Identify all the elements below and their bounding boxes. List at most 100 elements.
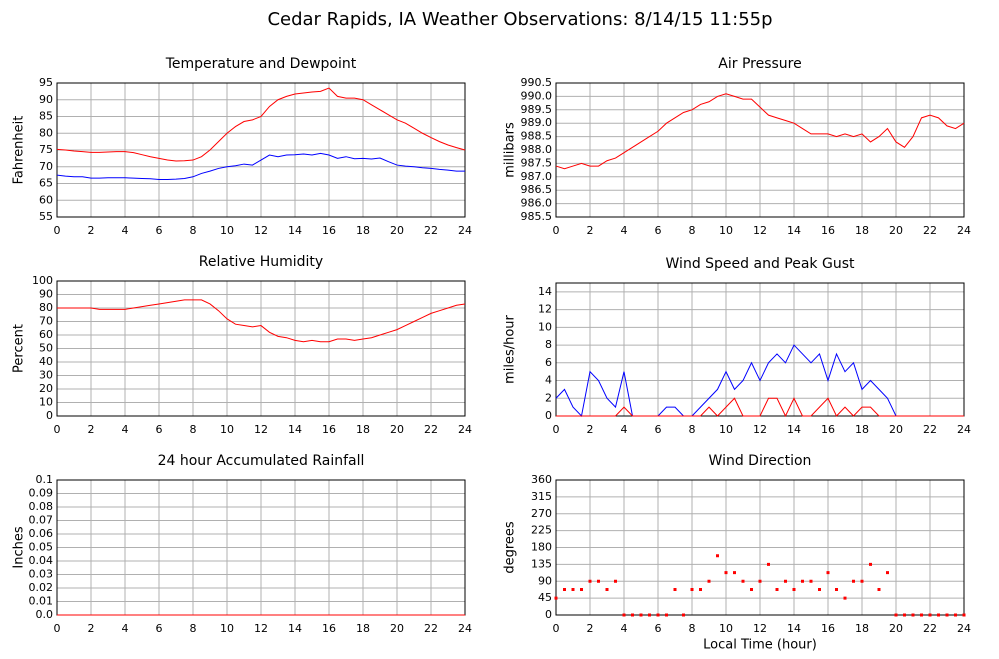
- x-tick-label: 24: [458, 423, 472, 436]
- series-line: [56, 87, 466, 162]
- plot-frame: [555, 82, 965, 218]
- point: [750, 588, 753, 591]
- y-tick-label: 4: [545, 374, 552, 387]
- x-tick-label: 16: [821, 423, 835, 436]
- point: [622, 613, 626, 617]
- x-tick-label: 18: [855, 423, 869, 436]
- y-tick-label: 70: [39, 315, 53, 328]
- x-tick-label: 18: [855, 224, 869, 237]
- x-tick-label: 6: [156, 622, 163, 635]
- x-tick-label: 8: [689, 224, 696, 237]
- y-tick-label: 986.5: [521, 183, 553, 196]
- y-tick-label: 65: [39, 177, 53, 190]
- y-axis-label: degrees: [503, 521, 518, 574]
- y-tick-label: 0.02: [29, 581, 54, 594]
- chart-title: Air Pressure: [718, 56, 801, 72]
- chart-title: Wind Direction: [709, 453, 812, 469]
- y-tick-label: 0.05: [29, 541, 54, 554]
- x-tick-label: 16: [322, 622, 336, 635]
- point: [554, 596, 558, 600]
- page-title: Cedar Rapids, IA Weather Observations: 8…: [267, 9, 772, 30]
- y-tick-label: 0.09: [29, 487, 54, 500]
- x-tick-label: 10: [719, 224, 733, 237]
- x-tick-label: 12: [254, 622, 268, 635]
- point: [690, 588, 694, 591]
- x-tick-label: 4: [621, 224, 628, 237]
- x-tick-label: 0: [54, 622, 61, 635]
- y-tick-label: 990.5: [521, 76, 553, 89]
- x-tick-label: 22: [424, 224, 438, 237]
- x-tick-label: 10: [719, 423, 733, 436]
- x-tick-label: 16: [322, 224, 336, 237]
- y-tick-label: 315: [531, 490, 552, 503]
- y-tick-label: 360: [531, 473, 552, 486]
- y-tick-label: 270: [531, 507, 552, 520]
- point: [597, 579, 600, 583]
- series-line: [57, 299, 466, 343]
- y-tick-label: 989.5: [521, 103, 553, 116]
- x-tick-label: 20: [889, 224, 903, 237]
- point: [945, 613, 949, 617]
- y-tick-label: 0.0: [36, 608, 54, 621]
- point: [860, 579, 864, 583]
- point: [962, 613, 966, 617]
- point: [937, 613, 940, 617]
- y-tick-label: 0.01: [29, 595, 54, 608]
- point: [682, 613, 685, 617]
- x-tick-label: 10: [719, 622, 733, 635]
- x-tick-label: 14: [787, 423, 801, 436]
- y-tick-label: 0: [545, 409, 552, 422]
- y-tick-label: 75: [39, 143, 53, 156]
- x-tick-label: 20: [390, 423, 404, 436]
- x-tick-label: 18: [356, 423, 370, 436]
- x-tick-label: 16: [821, 224, 835, 237]
- x-tick-label: 24: [458, 224, 472, 237]
- point: [869, 562, 872, 566]
- x-tick-label: 8: [190, 423, 197, 436]
- x-tick-label: 12: [254, 423, 268, 436]
- point: [614, 579, 617, 583]
- series-line: [56, 152, 465, 180]
- x-tick-label: 22: [923, 423, 937, 436]
- x-tick-label: 22: [424, 622, 438, 635]
- y-tick-label: 0: [46, 409, 53, 422]
- y-axis-label: Percent: [12, 324, 27, 373]
- y-tick-label: 8: [545, 338, 552, 351]
- x-tick-label: 20: [390, 622, 404, 635]
- y-tick-label: 30: [39, 369, 53, 382]
- point: [716, 554, 719, 558]
- x-tick-label: 18: [356, 224, 370, 237]
- x-tick-label: 12: [753, 622, 767, 635]
- x-tick-label: 20: [889, 622, 903, 635]
- y-tick-label: 60: [39, 328, 53, 341]
- point: [605, 588, 609, 591]
- x-tick-label: 24: [458, 622, 472, 635]
- x-axis-label: Local Time (hour): [703, 638, 817, 653]
- x-tick-label: 12: [254, 224, 268, 237]
- x-tick-label: 0: [553, 224, 560, 237]
- y-tick-label: 14: [538, 285, 552, 298]
- y-tick-label: 987.5: [521, 156, 553, 169]
- y-axis-label: Fahrenheit: [12, 116, 27, 185]
- point: [588, 579, 592, 583]
- x-tick-label: 22: [424, 423, 438, 436]
- x-tick-label: 6: [655, 224, 662, 237]
- x-tick-label: 6: [655, 423, 662, 436]
- y-tick-label: 0.06: [29, 527, 54, 540]
- x-tick-label: 2: [587, 224, 594, 237]
- point: [894, 613, 898, 617]
- x-tick-label: 2: [587, 622, 594, 635]
- x-tick-label: 6: [655, 622, 662, 635]
- point: [724, 571, 728, 575]
- x-tick-label: 8: [689, 622, 696, 635]
- x-tick-label: 2: [587, 423, 594, 436]
- point: [673, 588, 677, 591]
- y-tick-label: 988.0: [521, 143, 553, 156]
- point: [656, 613, 660, 617]
- y-tick-label: 988.5: [521, 130, 553, 143]
- x-tick-label: 2: [88, 224, 95, 237]
- x-tick-label: 6: [156, 224, 163, 237]
- point: [741, 579, 745, 583]
- x-tick-label: 10: [220, 622, 234, 635]
- point: [699, 588, 702, 591]
